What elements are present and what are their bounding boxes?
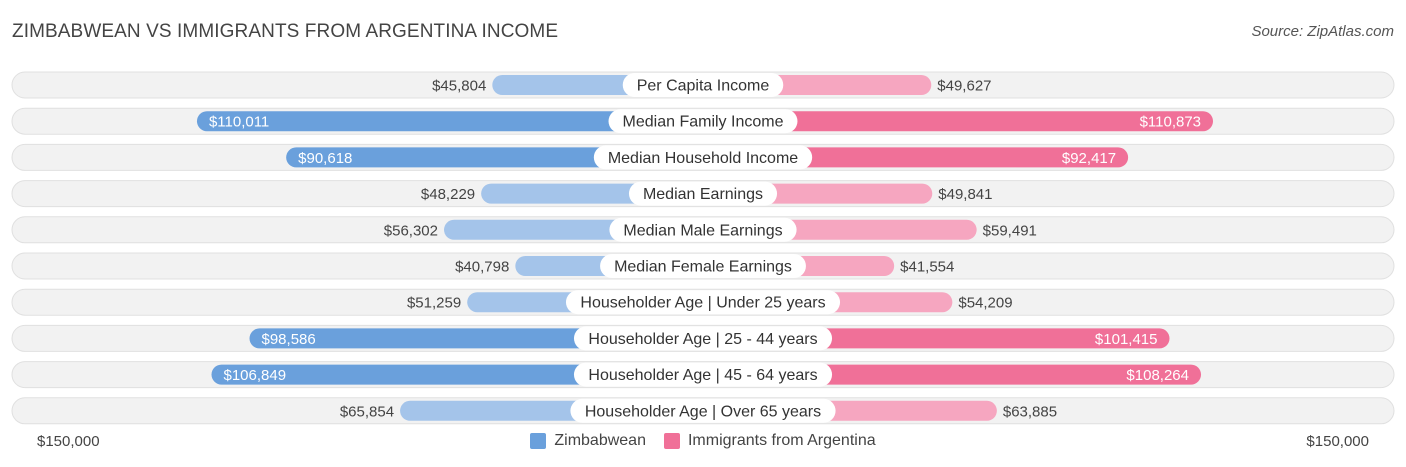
value-label-zimbabwean: $110,011 [209, 114, 269, 131]
value-label-zimbabwean: $56,302 [384, 222, 438, 239]
category-pill [600, 254, 806, 278]
value-label-argentina: $110,873 [1140, 114, 1201, 131]
axis-right-label: $150,000 [1306, 433, 1369, 450]
value-label-zimbabwean: $65,854 [340, 403, 394, 420]
category-pill [570, 398, 836, 423]
value-label-argentina: $63,885 [1003, 403, 1057, 420]
value-label-zimbabwean: $106,849 [223, 367, 286, 384]
category-pill [622, 73, 784, 97]
chart-title: ZIMBABWEAN VS IMMIGRANTS FROM ARGENTINA … [12, 21, 559, 42]
value-label-zimbabwean: $40,798 [455, 259, 509, 276]
value-label-zimbabwean: $98,586 [262, 331, 316, 348]
axis-left-label: $150,000 [37, 433, 100, 450]
category-label: Householder Age | Over 65 years [585, 403, 821, 420]
legend-item-argentina: Immigrants from Argentina [663, 432, 876, 450]
category-label: Householder Age | 45 - 64 years [588, 367, 817, 384]
category-pill [573, 326, 833, 351]
category-label: Median Female Earnings [614, 259, 792, 276]
value-label-argentina: $49,627 [937, 78, 991, 95]
value-label-zimbabwean: $45,804 [432, 78, 486, 95]
category-label: Median Earnings [643, 186, 763, 203]
legend-swatch-argentina [663, 433, 680, 449]
legend-item-zimbabwean: Zimbabwean [530, 432, 646, 450]
value-label-zimbabwean: $90,618 [298, 150, 352, 167]
value-label-argentina: $54,209 [958, 295, 1012, 312]
category-label: Householder Age | Under 25 years [580, 295, 825, 312]
value-label-zimbabwean: $48,229 [421, 186, 475, 203]
category-label: Median Household Income [608, 150, 798, 167]
value-label-argentina: $59,491 [983, 222, 1037, 239]
bar-zimbabwean [196, 111, 703, 132]
legend-label-zimbabwean: Zimbabwean [554, 432, 646, 449]
category-pill [609, 217, 797, 242]
category-label: Per Capita Income [637, 78, 770, 95]
value-label-argentina: $101,415 [1095, 331, 1158, 348]
value-label-zimbabwean: $51,259 [407, 295, 461, 312]
legend-swatch-zimbabwean [530, 433, 547, 449]
value-label-argentina: $92,417 [1062, 150, 1116, 167]
category-pill [628, 181, 778, 206]
category-pill [608, 109, 798, 134]
category-pill [593, 145, 813, 170]
category-pill [565, 290, 841, 315]
value-label-argentina: $49,841 [938, 186, 992, 203]
category-label: Householder Age | 25 - 44 years [588, 331, 817, 348]
legend-label-argentina: Immigrants from Argentina [687, 432, 876, 449]
legend: Zimbabwean Immigrants from Argentina [0, 432, 1406, 450]
category-label: Median Family Income [623, 114, 784, 131]
category-label: Median Male Earnings [623, 222, 782, 239]
source-note: Source: ZipAtlas.com [1251, 23, 1394, 40]
category-pill [573, 362, 833, 387]
value-label-argentina: $41,554 [900, 259, 954, 276]
value-label-argentina: $108,264 [1126, 367, 1189, 384]
bar-argentina [703, 111, 1214, 132]
